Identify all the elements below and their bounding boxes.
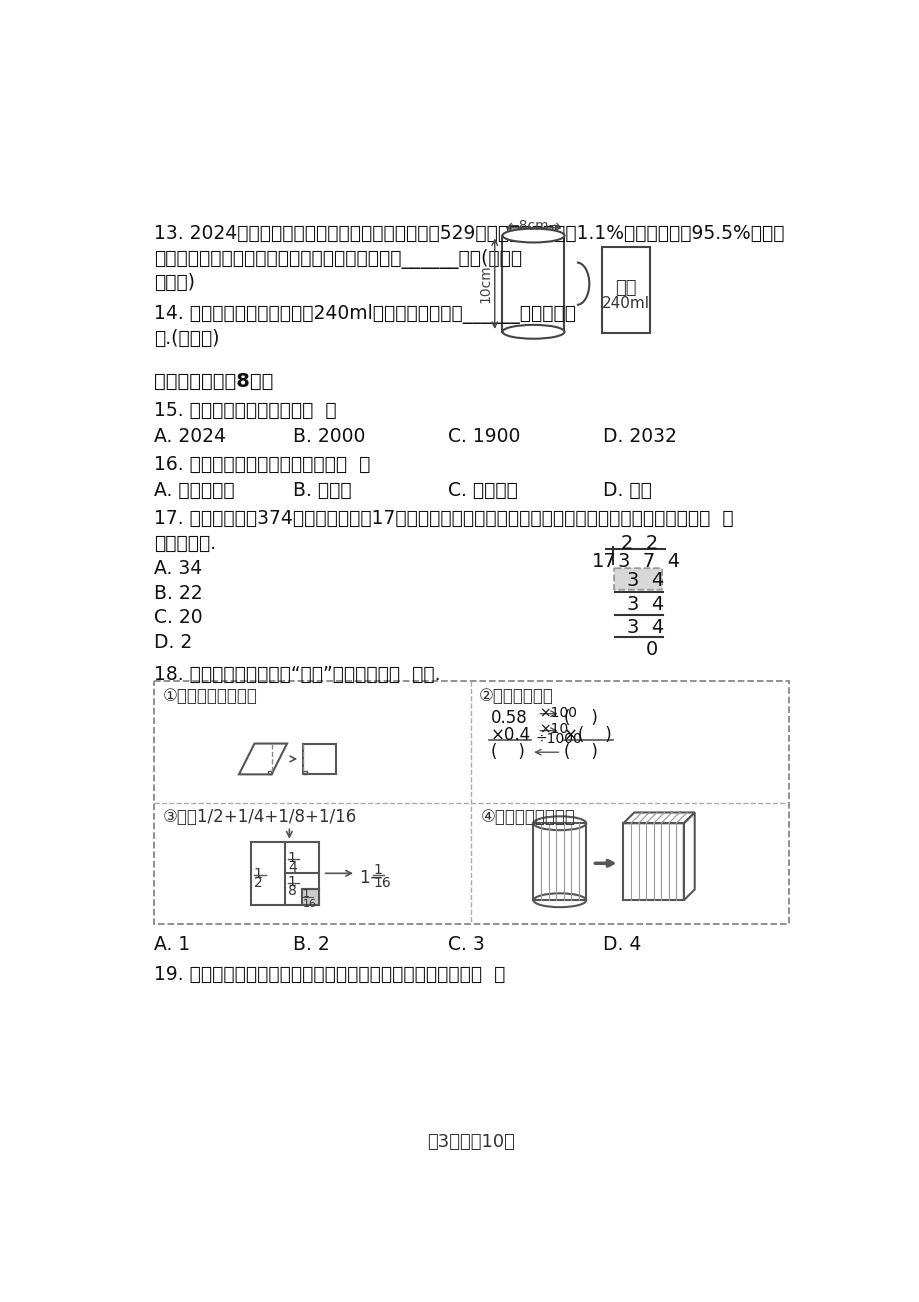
Text: 3  4: 3 4 — [627, 618, 664, 637]
Text: D. 2032: D. 2032 — [603, 427, 676, 447]
Text: 3  4: 3 4 — [627, 595, 664, 615]
Text: C. 1900: C. 1900 — [448, 427, 520, 447]
Ellipse shape — [502, 229, 564, 242]
Text: (    ): ( ) — [564, 710, 597, 727]
Text: C. 3: C. 3 — [448, 935, 484, 954]
Text: A. 34: A. 34 — [153, 559, 202, 578]
Bar — [267, 771, 271, 775]
Text: C. 20: C. 20 — [153, 608, 202, 628]
Text: 14. 如图中，牛奶的净含量是240ml，左边的杯子能装______袋这样的牛: 14. 如图中，牛奶的净含量是240ml，左边的杯子能装______袋这样的牛 — [153, 305, 575, 324]
Text: B. 2000: B. 2000 — [293, 427, 365, 447]
Text: 牛奶: 牛奶 — [614, 280, 636, 297]
Text: ×10: ×10 — [539, 723, 568, 736]
Text: A. 1: A. 1 — [153, 935, 190, 954]
Text: 0.58: 0.58 — [491, 710, 528, 727]
Text: 1−: 1− — [358, 868, 383, 887]
Text: 15. 下列年份不是闰年的是（  ）: 15. 下列年份不是闰年的是（ ） — [153, 401, 336, 421]
Text: 17: 17 — [591, 552, 616, 572]
Text: B. 22: B. 22 — [153, 583, 202, 603]
Text: 1: 1 — [373, 862, 381, 876]
Text: ×0.4: ×0.4 — [491, 727, 530, 743]
Bar — [601, 247, 649, 333]
Text: 10cm: 10cm — [478, 264, 492, 303]
Text: 8: 8 — [288, 884, 297, 898]
FancyBboxPatch shape — [614, 568, 662, 590]
Text: ②计算小数乘法: ②计算小数乘法 — [479, 686, 553, 704]
Ellipse shape — [502, 326, 564, 339]
Text: 位小数): 位小数) — [153, 273, 195, 292]
Text: 3  7  4: 3 7 4 — [618, 552, 679, 572]
Text: C. 正六边形: C. 正六边形 — [448, 482, 517, 500]
Text: 奶.(填整数): 奶.(填整数) — [153, 328, 219, 348]
Text: (    ): ( ) — [564, 743, 597, 760]
Text: B. 正方形: B. 正方形 — [293, 482, 351, 500]
Text: ①求平行四边形面积: ①求平行四边形面积 — [163, 686, 257, 704]
Text: D. 4: D. 4 — [603, 935, 641, 954]
Text: 材料来自埃菲尔铁塔的回收铁，那么铁含量大约有______克？(保留一: 材料来自埃菲尔铁塔的回收铁，那么铁含量大约有______克？(保留一 — [153, 249, 521, 268]
Text: 2: 2 — [254, 876, 262, 891]
Text: 3  4: 3 4 — [627, 572, 664, 590]
Text: 16. 下列图形中，对称轴最多的是（  ）: 16. 下列图形中，对称轴最多的是（ ） — [153, 454, 369, 474]
Bar — [153, 681, 789, 924]
Bar — [533, 823, 585, 900]
Bar — [623, 823, 683, 900]
Text: 1: 1 — [288, 875, 297, 889]
Text: ←8cm→: ←8cm→ — [506, 219, 560, 233]
Text: 1: 1 — [303, 889, 310, 900]
Text: (    ): ( ) — [491, 743, 524, 760]
Text: 2  2: 2 2 — [620, 534, 658, 552]
Text: 1: 1 — [254, 867, 262, 881]
Bar — [303, 771, 307, 775]
Bar — [301, 889, 319, 905]
Text: 16: 16 — [303, 898, 317, 909]
Text: D. 2: D. 2 — [153, 633, 192, 652]
Bar — [303, 743, 335, 775]
Text: ③计算1/2+1/4+1/8+1/16: ③计算1/2+1/4+1/8+1/16 — [163, 809, 357, 825]
Text: 240ml: 240ml — [601, 297, 649, 311]
Text: 天看的页数.: 天看的页数. — [153, 534, 216, 552]
Text: 16: 16 — [373, 876, 391, 891]
Text: 17. 一本故事书有374页，小红每天看17页，多少天能看完？如图策式计算过程中，虚线框内的数表示（  ）: 17. 一本故事书有374页，小红每天看17页，多少天能看完？如图策式计算过程中… — [153, 509, 732, 527]
Text: 19. 从前面、上面、左面看到的形状都是三个正方形的图形是（  ）: 19. 从前面、上面、左面看到的形状都是三个正方形的图形是（ ） — [153, 965, 505, 984]
Text: A. 2024: A. 2024 — [153, 427, 225, 447]
Text: A. 等边三角形: A. 等边三角形 — [153, 482, 234, 500]
Text: B. 2: B. 2 — [293, 935, 330, 954]
Text: 18. 下面四幅图中，运用“转化”策略的共有（  ）个.: 18. 下面四幅图中，运用“转化”策略的共有（ ）个. — [153, 664, 440, 684]
Text: 1: 1 — [288, 852, 297, 866]
Text: 三、慎重选择（8分）: 三、慎重选择（8分） — [153, 372, 273, 391]
Text: ×(    ): ×( ) — [564, 727, 611, 743]
Text: 0: 0 — [645, 639, 657, 659]
Text: D. 圆环: D. 圆环 — [603, 482, 652, 500]
Text: ×100: ×100 — [539, 706, 576, 720]
Text: 第3页，共10页: 第3页，共10页 — [427, 1133, 515, 1151]
Bar — [250, 841, 319, 905]
Text: ④推导圆柱体积公式: ④推导圆柱体积公式 — [481, 809, 575, 825]
Text: 13. 2024年巴黎奥运会的金牌并非纯金，总质量为529克，其中金的含量为1.1%，銀的含量为95.5%，其余: 13. 2024年巴黎奥运会的金牌并非纯金，总质量为529克，其中金的含量为1.… — [153, 224, 783, 243]
Bar — [502, 236, 564, 332]
Text: ÷1000: ÷1000 — [535, 732, 582, 746]
Text: 4: 4 — [288, 861, 296, 875]
